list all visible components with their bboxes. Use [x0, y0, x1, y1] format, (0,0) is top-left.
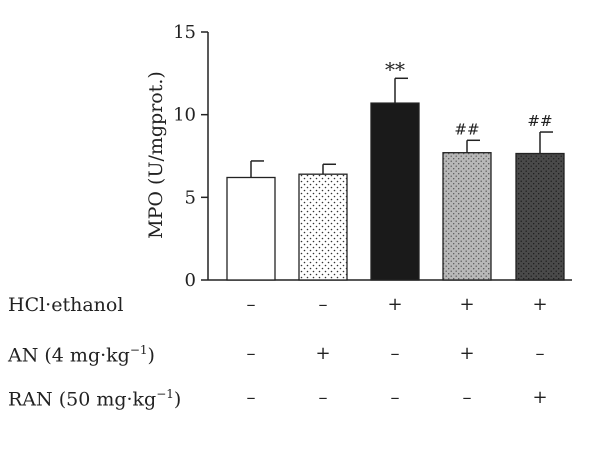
condition-sign: + — [532, 387, 548, 408]
significance-label: ## — [454, 120, 479, 138]
condition-label-superscript: −1 — [129, 343, 148, 357]
y-tick-label: 15 — [173, 22, 196, 43]
condition-label: HCl·ethanol — [8, 294, 123, 316]
condition-sign: – — [318, 387, 328, 408]
condition-label-end: ) — [173, 388, 182, 411]
bar — [515, 152, 565, 281]
significance-label: ## — [527, 112, 552, 130]
condition-sign: + — [459, 294, 475, 315]
condition-sign: + — [315, 343, 331, 364]
condition-sign: + — [387, 294, 403, 315]
condition-label-text: RAN (50 mg·kg — [8, 388, 157, 411]
condition-sign: + — [459, 343, 475, 364]
condition-sign: – — [246, 294, 256, 315]
bar — [442, 152, 492, 281]
condition-sign: – — [390, 387, 400, 408]
y-tick-label: 5 — [185, 187, 196, 208]
bar — [298, 173, 348, 281]
y-tick-label: 10 — [173, 105, 196, 126]
condition-label: AN (4 mg·kg−1) — [8, 343, 155, 366]
y-axis-label: MPO (U/mgprot.) — [145, 71, 167, 239]
condition-label-text: HCl·ethanol — [8, 294, 124, 316]
condition-sign: + — [532, 294, 548, 315]
significance-label: ** — [385, 57, 405, 81]
y-tick-label: 0 — [185, 270, 196, 291]
condition-sign: – — [535, 343, 545, 364]
condition-label-end: ) — [147, 344, 155, 367]
condition-sign: – — [246, 387, 256, 408]
condition-sign: – — [390, 343, 400, 364]
bar — [226, 176, 276, 281]
mpo-bar-chart: MPO (U/mgprot.) 0 5 10 15 ** ## ## — [145, 22, 572, 291]
condition-label: RAN (50 mg·kg−1) — [8, 387, 181, 410]
condition-label-superscript: −1 — [156, 387, 174, 401]
bar — [370, 102, 420, 281]
condition-sign: – — [462, 387, 472, 408]
condition-sign: – — [318, 294, 328, 315]
condition-label-text: AN (4 mg·kg — [8, 344, 130, 367]
condition-sign: – — [246, 343, 256, 364]
